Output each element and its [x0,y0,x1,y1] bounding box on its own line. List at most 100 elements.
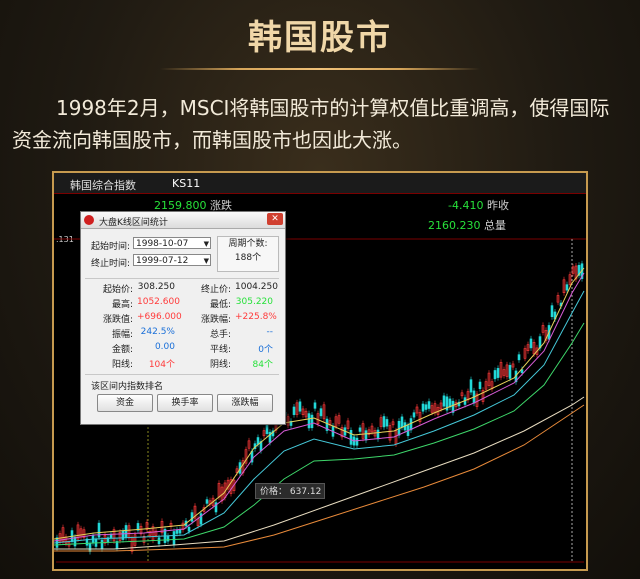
candle-body [391,421,395,426]
candle-body [289,420,293,426]
candle-body [526,344,530,351]
candle-body [136,523,140,531]
candle-body [334,416,338,427]
end-time-select[interactable]: 1999-07-12 ▼ [133,254,211,266]
candle-body [544,330,548,341]
kline-stats-dialog[interactable]: 大盘K线区间统计 ✕ 起始时间: 1998-10-07 ▼ 终止时间: 1999… [80,211,286,425]
start-time-select[interactable]: 1998-10-07 ▼ [133,237,211,249]
dialog-title: 大盘K线区间统计 [99,218,168,228]
candle-body [442,395,446,407]
turnover-button[interactable]: 换手率 [157,394,213,412]
stat-label: 涨跌幅: [200,315,231,325]
fund-button[interactable]: 资金 [97,394,153,412]
candle-body [205,499,209,504]
stat-value: 84个 [252,360,273,370]
terminal-header: 韩国综合指数 KS11 [54,173,586,194]
candle-body [181,522,185,530]
candle-body [103,535,107,544]
chevron-down-icon: ▼ [203,257,209,265]
ma-line-magenta [54,272,585,542]
stat-label: 振幅: [111,330,133,340]
stat-label: 最低: [209,300,231,310]
candle-body [382,416,386,428]
end-time-value: 1999-07-12 [136,256,189,266]
ma-line-cyan [54,290,585,544]
paragraph-line-1: 1998年2月，MSCI将韩国股市的计算权值比重调高，使得国际 [56,96,610,120]
candle-body [529,338,533,349]
app-icon [84,215,94,225]
candle-body [508,365,512,379]
candle-body [427,401,431,409]
candle-body [142,535,146,543]
candle-body [571,266,575,274]
period-count-value: 188个 [234,253,262,263]
stat-value: 242.5% [140,327,175,337]
candle-body [535,347,539,355]
stat-label: 最高: [111,300,133,310]
ma-line-long [54,396,585,550]
candle-body [412,412,416,418]
candle-body [118,531,122,541]
candle-body [340,427,344,438]
candle-body [145,521,149,530]
candle-body [193,505,197,519]
stat-value: 305.220 [235,297,273,307]
candle-body [562,279,566,294]
candle-body [346,420,350,429]
candle-body [523,348,527,359]
stat-value: 1052.600 [137,297,180,307]
candle-body [496,368,500,378]
candle-body [124,525,128,538]
candle-body [505,364,509,377]
candle-body [298,401,302,412]
candle-body [493,370,497,380]
candle-body [460,392,464,397]
candle-body [379,417,383,427]
stat-label: 阴线: [209,360,231,370]
candle-body [190,512,194,522]
candle-body [286,416,290,426]
candle-body [364,430,368,441]
ma-line-green [54,322,585,546]
candle-body [88,542,92,552]
candle-body [565,284,569,291]
kline-chart[interactable] [54,173,586,569]
start-time-value: 1998-10-07 [136,239,189,249]
candle-body [574,265,578,280]
candle-body [307,413,311,429]
candle-body [457,401,461,407]
candle-body [568,274,572,285]
candle-body [148,531,152,536]
chevron-down-icon: ▼ [203,240,209,248]
candle-body [439,402,443,410]
stat-label: 阳线: [111,360,133,370]
stat-value: +225.8% [235,312,277,322]
candle-body [133,534,137,546]
candle-body [475,393,479,407]
candle-body [229,479,233,494]
candle-body [211,497,215,506]
candle-body [97,522,101,538]
candle-body [76,524,80,540]
candle-body [358,427,362,432]
candle-body [370,425,374,433]
candle-body [187,526,191,532]
candle-body [349,430,353,445]
candle-body [82,529,86,539]
candle-body [247,440,251,449]
dialog-titlebar[interactable]: 大盘K线区间统计 ✕ [81,212,285,229]
candle-body [61,527,65,542]
candle-body [175,529,179,534]
candle-body [415,406,419,414]
top-label: 涨跌 [210,199,232,212]
candle-body [451,400,455,413]
start-time-label: 起始时间: [91,242,131,252]
candle-body [295,402,299,415]
candle-body [322,404,326,420]
change-rate-button[interactable]: 涨跌幅 [217,394,273,412]
stat-value: 308.250 [137,282,175,292]
title-underline [160,68,480,70]
candle-body [232,479,236,492]
close-icon[interactable]: ✕ [267,213,283,225]
candle-body [244,449,248,464]
